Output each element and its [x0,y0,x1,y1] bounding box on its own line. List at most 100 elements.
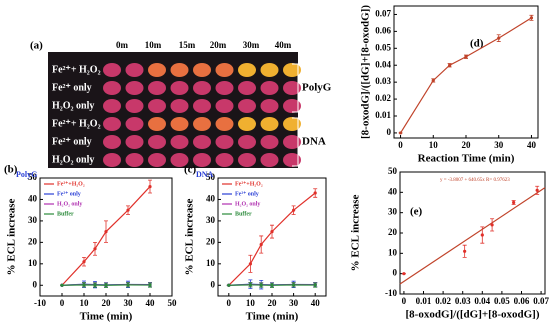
well [238,63,256,77]
row-label: H₂O₂ only [52,154,94,165]
well [148,153,166,167]
y-tick-label: 40 [28,194,38,204]
point [464,55,468,59]
group-label: DNA [302,136,326,148]
annotation: y = -3.8007 + 640.65x R= 0.97623 [440,178,510,183]
legend-label: H₂O₂ only [57,201,82,207]
well [260,81,279,95]
legend-label: Fe²⁺+H₂O₂ [57,180,85,187]
well [215,81,234,95]
well [125,63,144,77]
series-line [228,192,316,286]
well [215,63,234,77]
y-tick-label: 0.02 [375,93,391,103]
well [238,135,256,149]
well [215,99,234,113]
y-axis-label: % ECL increase [350,194,362,271]
x-tick-label: 30 [124,298,134,308]
photo-panel: Fe²⁺+ H₂O₂ Fe²⁺ only H₂O₂ only Fe²⁺+ H₂O₂ Fe… [48,52,301,168]
chart-title: PolyG [16,170,37,179]
y-tick-label: 20 [206,236,216,246]
x-tick-label: 0.03 [455,296,471,306]
row-label: Fe²⁺+ H₂O₂ [52,64,101,75]
well [125,153,144,167]
y-tick-label: 10 [206,258,216,268]
well [193,135,211,149]
well [215,135,234,149]
row-label: Fe²⁺+ H₂O₂ [52,118,101,129]
y-tick-label: 40 [388,186,398,196]
point [313,191,317,195]
x-axis-label: Time (min) [246,311,299,323]
x-tick-label: 40 [311,298,321,308]
x-tick-label: 0.02 [435,296,451,306]
time-label: 30m [243,40,260,50]
well [148,63,166,77]
well [283,117,301,131]
row-label: Fe²⁺ only [52,136,92,147]
well [193,153,211,167]
well [148,135,166,149]
well [238,153,256,167]
y-tick-label: 0.03 [375,76,391,86]
x-axis-label: Time (min) [80,311,133,323]
x-tick-label: 20 [462,140,472,150]
y-tick-label: 0 [387,127,392,137]
point [82,283,86,287]
legend-label: Fe²⁺ only [235,190,259,197]
well [260,135,279,149]
well [103,99,121,113]
panel-label: (d) [470,38,484,50]
well [170,117,189,131]
time-label: 0m [116,40,129,50]
x-tick-label: 0 [227,298,232,308]
well [125,135,144,149]
fit-line [399,187,546,285]
point [292,208,296,212]
x-tick-label: 0 [398,140,403,150]
point [148,184,152,189]
point [259,283,263,287]
y-axis-label: % ECL increase [6,198,18,275]
x-tick-label: 10 [429,140,439,150]
legend-label: Buffer [235,211,252,217]
well [193,117,211,131]
y-tick-label: 20 [28,236,38,246]
well [103,81,121,95]
well [238,99,256,113]
x-axis-label: Reaction Time (min) [418,153,515,165]
well [215,153,234,167]
y-tick-label: 0.06 [375,25,391,35]
legend-label: Buffer [57,211,74,217]
well [170,153,189,167]
legend-label: Fe²⁺ only [57,190,81,197]
series-line [400,17,532,134]
x-tick-label: 40 [527,140,537,150]
well [148,99,166,113]
point [104,283,108,287]
well [170,135,189,149]
time-label: 20m [210,40,227,50]
x-tick-label: 10 [246,298,256,308]
well [238,81,256,95]
y-tick-label: 50 [388,166,398,176]
well [283,81,301,95]
chart-title: DNA [196,170,214,179]
well [238,117,256,131]
row-label: H₂O₂ only [52,100,94,111]
well [193,81,211,95]
y-tick-label: 0.07 [375,9,391,19]
point [270,283,274,287]
x-tick-label: 0.01 [416,296,432,306]
point [259,242,263,247]
x-tick-label: 40 [146,298,156,308]
y-tick-label: 0.04 [375,59,391,69]
well [170,99,189,113]
point [227,283,231,287]
bracket [292,117,299,167]
x-tick-label: 0 [402,296,407,306]
point [313,283,317,287]
y-tick-label: 20 [388,227,398,237]
y-tick-label: 0.05 [375,42,391,52]
